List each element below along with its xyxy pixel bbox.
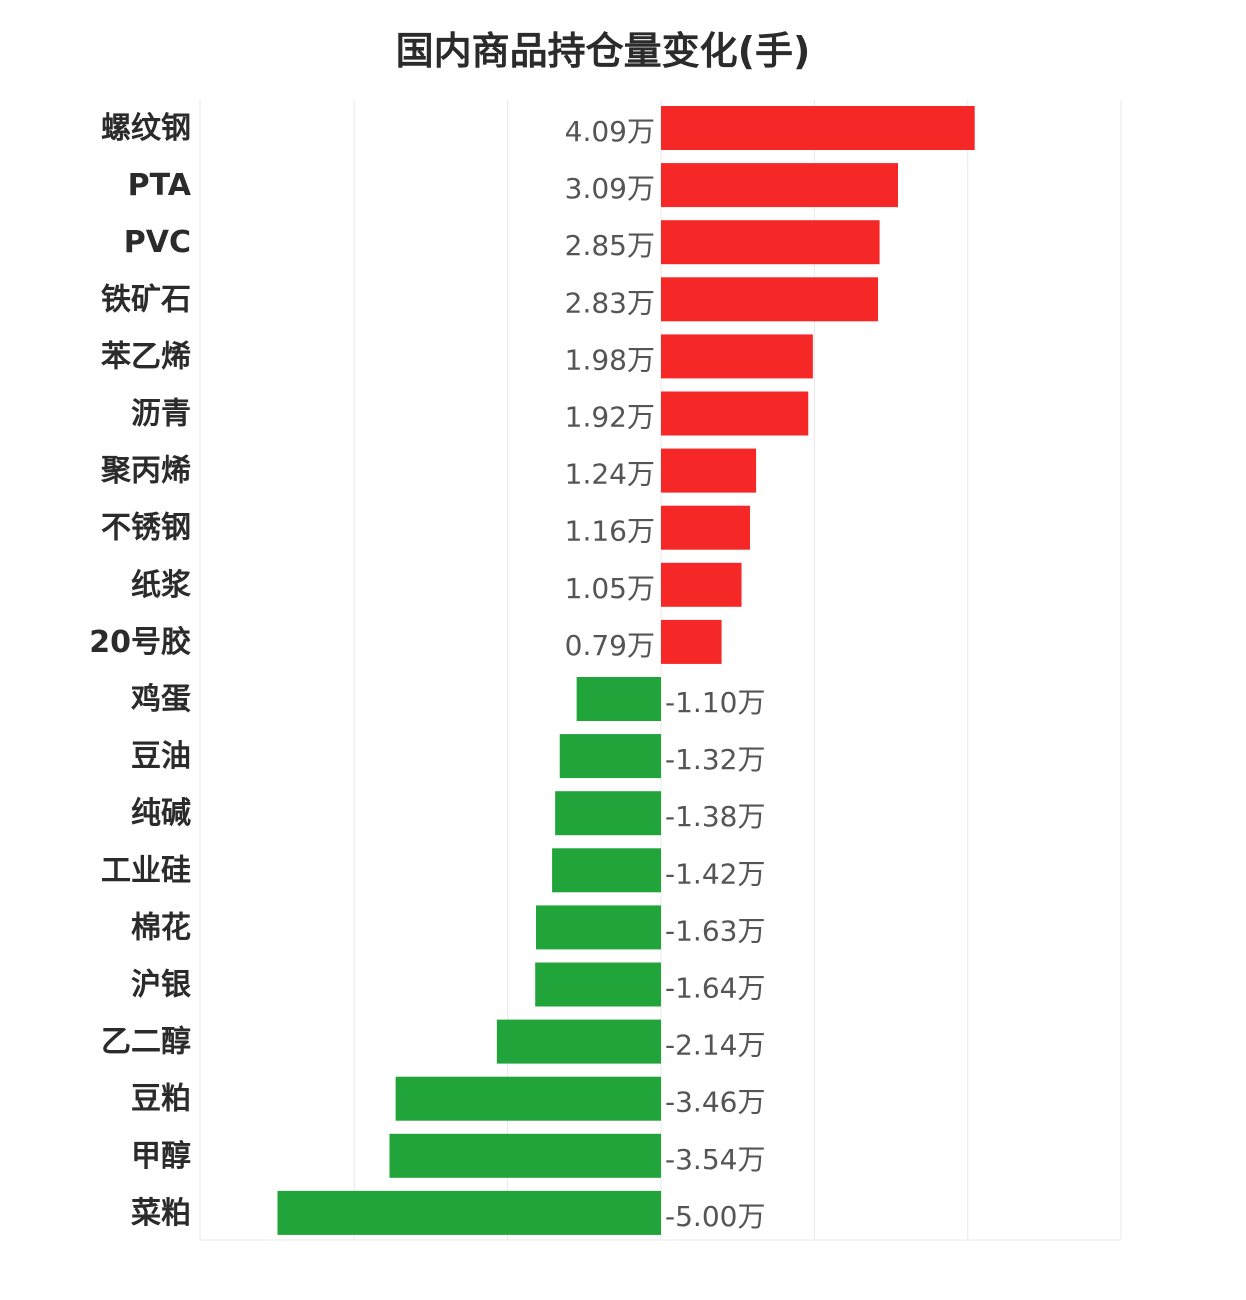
bar bbox=[277, 1190, 661, 1235]
category-label: 聚丙烯 bbox=[100, 454, 191, 489]
bar bbox=[395, 1076, 661, 1121]
bar bbox=[661, 619, 722, 664]
bars bbox=[277, 106, 975, 1235]
category-label: 沥青 bbox=[131, 397, 191, 432]
bar bbox=[496, 1019, 661, 1064]
bar bbox=[661, 106, 975, 150]
category-label: 豆油 bbox=[131, 739, 191, 774]
bar bbox=[535, 962, 661, 1007]
bar bbox=[661, 277, 879, 322]
bar bbox=[661, 562, 742, 607]
data-label: 1.24万 bbox=[565, 458, 655, 491]
category-label: 豆粕 bbox=[131, 1082, 191, 1117]
category-label: 菜粕 bbox=[131, 1196, 191, 1231]
bar bbox=[552, 848, 661, 893]
category-label: 棉花 bbox=[131, 910, 191, 945]
data-label: -3.46万 bbox=[665, 1086, 765, 1119]
category-label: 甲醇 bbox=[131, 1139, 191, 1174]
data-label: -2.14万 bbox=[665, 1029, 765, 1062]
data-label: 2.85万 bbox=[565, 229, 655, 262]
category-label: 纯碱 bbox=[131, 796, 191, 831]
data-label: 2.83万 bbox=[565, 286, 655, 319]
bar bbox=[661, 163, 899, 208]
data-label: -5.00万 bbox=[665, 1200, 765, 1233]
bar bbox=[389, 1133, 661, 1178]
category-label: 工业硅 bbox=[101, 853, 191, 888]
data-label: -1.64万 bbox=[665, 972, 765, 1005]
data-label: -1.10万 bbox=[665, 686, 765, 719]
category-label: 沪银 bbox=[131, 968, 191, 1003]
data-label: -3.54万 bbox=[665, 1143, 765, 1176]
category-label: PTA bbox=[128, 168, 192, 203]
category-label: 20号胶 bbox=[89, 625, 191, 660]
bar bbox=[535, 905, 661, 950]
bar bbox=[555, 791, 661, 836]
data-label: 1.16万 bbox=[565, 515, 655, 548]
data-label: 0.79万 bbox=[565, 629, 655, 662]
data-label: -1.42万 bbox=[665, 857, 765, 890]
data-label: -1.32万 bbox=[665, 743, 765, 776]
data-label: -1.63万 bbox=[665, 914, 765, 947]
bar bbox=[559, 734, 661, 779]
category-label: 苯乙烯 bbox=[101, 339, 191, 374]
data-label: -1.38万 bbox=[665, 800, 765, 833]
data-label: 1.92万 bbox=[565, 401, 655, 434]
bar bbox=[661, 220, 880, 265]
category-label: 不锈钢 bbox=[101, 511, 191, 546]
data-label: 1.05万 bbox=[565, 572, 655, 605]
bar bbox=[576, 677, 661, 721]
category-label: 鸡蛋 bbox=[131, 682, 191, 717]
bar bbox=[661, 505, 750, 550]
bar bbox=[661, 391, 809, 436]
category-label: PVC bbox=[124, 225, 191, 260]
category-label: 螺纹钢 bbox=[101, 111, 191, 146]
category-label: 铁矿石 bbox=[101, 282, 191, 317]
chart-title: 国内商品持仓量变化(手) bbox=[395, 29, 811, 73]
data-label: 3.09万 bbox=[565, 172, 655, 205]
category-label: 乙二醇 bbox=[101, 1025, 191, 1060]
data-label: 4.09万 bbox=[565, 115, 655, 148]
category-label: 纸浆 bbox=[131, 568, 191, 603]
bar bbox=[661, 448, 757, 493]
bar bbox=[661, 334, 813, 379]
gridlines bbox=[199, 100, 1122, 1241]
data-label: 1.98万 bbox=[565, 343, 655, 376]
